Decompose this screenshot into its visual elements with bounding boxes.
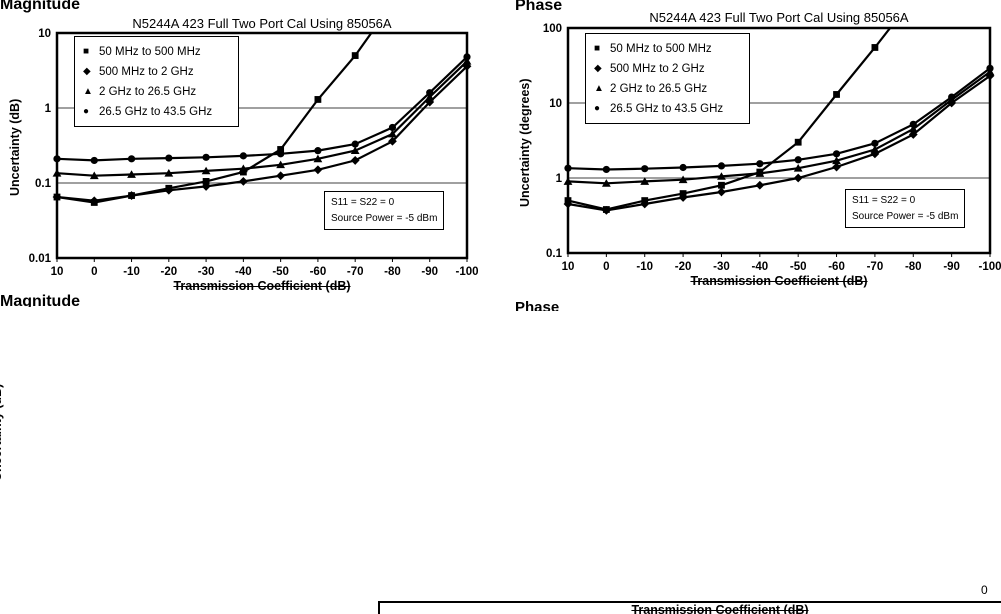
series-circle [564, 64, 994, 174]
svg-text:-100: -100 [978, 261, 1001, 273]
svg-text:-70: -70 [867, 261, 884, 273]
legend-label: 26.5 GHz to 43.5 GHz [610, 102, 724, 115]
svg-text:0.1: 0.1 [35, 178, 52, 190]
section-heading-phase-bottom: Phase [515, 299, 560, 311]
series-diamond [563, 71, 995, 215]
annotation-box: S11 = S22 = 0 Source Power = -5 dBm [324, 191, 445, 230]
diamond-marker-icon: ◆ [83, 66, 91, 77]
series-circle [53, 53, 471, 165]
legend-item: ■ 50 MHz to 500 MHz [594, 40, 741, 57]
legend-item: ▲ 2 GHz to 26.5 GHz [83, 83, 230, 100]
y-axis-ticks: 100 10 1 0.1 [543, 23, 563, 260]
x-axis-ticks: 10 0 -10 -20 -30 -40 -50 -60 -70 -80 -90 -100 [562, 253, 1001, 273]
svg-text:-40: -40 [235, 266, 252, 278]
annotation-line: Source Power = -5 dBm [852, 210, 959, 222]
svg-text:-20: -20 [161, 266, 178, 278]
legend-item: ● 26.5 GHz to 43.5 GHz [83, 103, 230, 120]
series-triangle [52, 57, 472, 180]
page-number: 0 [981, 583, 988, 597]
legend-label: 50 MHz to 500 MHz [99, 45, 201, 58]
plot-frame [55, 31, 469, 260]
legend: ■ 50 MHz to 500 MHz ◆ 500 MHz to 2 GHz ▲ 2 GH… [585, 33, 750, 124]
svg-text:-10: -10 [636, 261, 653, 273]
triangle-marker-icon: ▲ [594, 83, 604, 94]
legend-item: ■ 50 MHz to 500 MHz [83, 43, 230, 60]
svg-text:-20: -20 [675, 261, 692, 273]
svg-text:0.01: 0.01 [29, 253, 52, 265]
section-heading-magnitude: Magnitude [0, 0, 80, 13]
svg-text:0: 0 [91, 266, 97, 278]
svg-text:-10: -10 [123, 266, 140, 278]
svg-text:0: 0 [603, 261, 609, 273]
svg-text:-50: -50 [790, 261, 807, 273]
svg-text:-80: -80 [905, 261, 922, 273]
clipped-x-axis-label: Transmission Coefficient (dB) [631, 603, 809, 614]
legend-label: 500 MHz to 2 GHz [610, 62, 705, 75]
x-axis-label: Transmission Coefficient (dB) [173, 279, 351, 293]
section-heading-phase: Phase [515, 0, 563, 14]
diamond-marker-icon: ◆ [594, 63, 602, 74]
svg-text:0.1: 0.1 [546, 248, 563, 260]
svg-text:100: 100 [543, 23, 562, 35]
legend-item: ● 26.5 GHz to 43.5 GHz [594, 100, 741, 117]
plot-area: 10 0 -10 -20 -30 -40 -50 -60 -70 -80 -90 -100100101… [543, 23, 1001, 273]
svg-text:-60: -60 [310, 266, 327, 278]
legend-label: 26.5 GHz to 43.5 GHz [99, 105, 213, 118]
circle-marker-icon: ● [83, 106, 90, 117]
legend: ■ 50 MHz to 500 MHz ◆ 500 MHz to 2 GHz ▲ 2 GH… [74, 36, 239, 127]
svg-text:-30: -30 [713, 261, 730, 273]
svg-text:-80: -80 [384, 266, 401, 278]
svg-text:1: 1 [556, 173, 563, 185]
legend-item: ▲ 2 GHz to 26.5 GHz [594, 80, 741, 97]
svg-text:10: 10 [562, 261, 575, 273]
svg-text:1: 1 [45, 103, 52, 115]
chart-title: N5244A 423 Full Two Port Cal Using 85056… [132, 16, 392, 31]
annotation-box: S11 = S22 = 0 Source Power = -5 dBm [845, 189, 966, 228]
legend-item: ◆ 500 MHz to 2 GHz [594, 60, 741, 77]
annotation-line: S11 = S22 = 0 [852, 195, 916, 206]
svg-text:-90: -90 [943, 261, 960, 273]
svg-text:10: 10 [549, 98, 562, 110]
annotation-line: Source Power = -5 dBm [331, 212, 438, 224]
square-marker-icon: ■ [594, 43, 601, 54]
svg-text:-50: -50 [272, 266, 289, 278]
svg-text:-30: -30 [198, 266, 215, 278]
plot-area: 10 0 -10 -20 -30 -40 -50 -60 -70 -80 -90 -100 10 1 0.1… [29, 28, 479, 278]
legend-item: ◆ 500 MHz to 2 GHz [83, 63, 230, 80]
x-axis-ticks: 10 0 -10 -20 -30 -40 -50 -60 -70 -80 -90 -100 [51, 258, 479, 278]
plot-frame [566, 26, 992, 255]
phase-uncertainty-chart: N5244A 423 Full Two Port Cal Using 85056… [518, 0, 1001, 300]
annotation-line: S11 = S22 = 0 [331, 197, 395, 208]
legend-label: 2 GHz to 26.5 GHz [99, 85, 197, 98]
svg-text:-70: -70 [347, 266, 364, 278]
y-axis-ticks: 10 1 0.1 0.01 [29, 28, 52, 265]
triangle-marker-icon: ▲ [83, 86, 93, 97]
legend-label: 2 GHz to 26.5 GHz [610, 82, 708, 95]
legend-label: 500 MHz to 2 GHz [99, 65, 194, 78]
legend-label: 50 MHz to 500 MHz [610, 42, 712, 55]
clipped-frame-corner [378, 601, 380, 614]
section-heading-magnitude-bottom: Magnitude [0, 293, 80, 307]
clipped-y-axis-label: Uncertainty (dB) [0, 383, 4, 481]
magnitude-uncertainty-chart: N5244A 423 Full Two Port Cal Using 85056… [8, 0, 492, 300]
svg-text:10: 10 [51, 266, 64, 278]
svg-text:-90: -90 [421, 266, 438, 278]
svg-text:-100: -100 [455, 266, 478, 278]
svg-text:-60: -60 [828, 261, 845, 273]
square-marker-icon: ■ [83, 46, 90, 57]
svg-text:-40: -40 [752, 261, 769, 273]
x-axis-label: Transmission Coefficient (dB) [690, 274, 868, 288]
svg-text:10: 10 [38, 28, 51, 40]
circle-marker-icon: ● [594, 103, 601, 114]
chart-title: N5244A 423 Full Two Port Cal Using 85056… [649, 10, 909, 25]
clipped-frame-line [378, 601, 1001, 603]
